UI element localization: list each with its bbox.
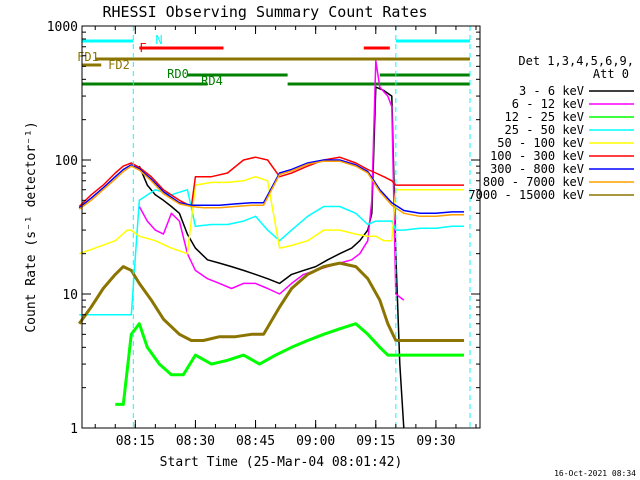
y-tick-label: 1000	[47, 20, 78, 35]
legend-header-line-2: Att 0	[593, 67, 629, 81]
x-axis-label: Start Time (25-Mar-04 08:01:42)	[160, 455, 403, 470]
annotation-bar-label-n: N	[155, 33, 162, 47]
legend-entry-label: 100 - 300 keV	[490, 149, 584, 163]
series-line-3	[79, 188, 464, 316]
x-tick-label: 09:00	[296, 434, 335, 449]
plot-frame	[81, 25, 481, 429]
legend-entry-label: 800 - 7000 keV	[483, 175, 584, 189]
chart-title: RHESSI Observing Summary Count Rates	[102, 3, 427, 21]
series-line-1	[138, 60, 405, 301]
plot-area: NF FD1 FD2 RD0 RD4	[77, 26, 471, 429]
annotation-bars: NF FD1 FD2 RD0 RD4	[77, 33, 470, 88]
annotation-bar-label-rd0: RD0	[167, 67, 189, 81]
legend-entry-label: 6 - 12 keV	[512, 97, 584, 111]
y-tick-label: 1	[70, 422, 78, 437]
y-tick-label: 10	[62, 288, 78, 303]
series-lines	[77, 60, 464, 429]
annotation-bar-label-rd4: RD4	[201, 74, 223, 88]
series-line-0	[138, 86, 405, 429]
x-axis: 08:15 08:30 08:45 09:00 09:15 09:30	[94, 26, 477, 449]
x-tick-label: 09:15	[356, 434, 395, 449]
series-line-6	[78, 159, 464, 215]
annotation-vertical-lines	[132, 26, 471, 428]
y-axis-label: Count Rate (s⁻¹ detector⁻¹)	[24, 121, 39, 332]
annotation-bar-label-fd2: FD2	[108, 58, 130, 72]
legend-header-line-1: Det 1,3,4,5,6,9,	[518, 54, 634, 68]
generation-timestamp: 16-Oct-2021 08:34	[554, 469, 636, 478]
legend-entry-label: 12 - 25 keV	[505, 110, 584, 124]
x-tick-label: 08:30	[176, 434, 215, 449]
annotation-bar-label-fd1: FD1	[77, 50, 99, 64]
x-tick-label: 08:15	[116, 434, 155, 449]
y-axis: 1 10 100 1000	[47, 20, 480, 437]
series-line-7	[78, 160, 464, 218]
x-tick-label: 09:30	[416, 434, 455, 449]
series-line-8	[77, 261, 464, 342]
series-line-2	[115, 322, 464, 406]
x-tick-label: 08:45	[236, 434, 275, 449]
series-line-5	[78, 156, 464, 208]
legend-entry-label: 25 - 50 keV	[505, 123, 584, 137]
annotation-bar-label-f: F	[139, 41, 146, 55]
legend-entry-label: 300 - 800 keV	[490, 162, 584, 176]
legend-entry-label: 7000 - 15000 keV	[468, 188, 584, 202]
y-tick-label: 100	[55, 154, 78, 169]
legend-entry-label: 3 - 6 keV	[519, 84, 584, 98]
legend-entry-label: 50 - 100 keV	[497, 136, 584, 150]
